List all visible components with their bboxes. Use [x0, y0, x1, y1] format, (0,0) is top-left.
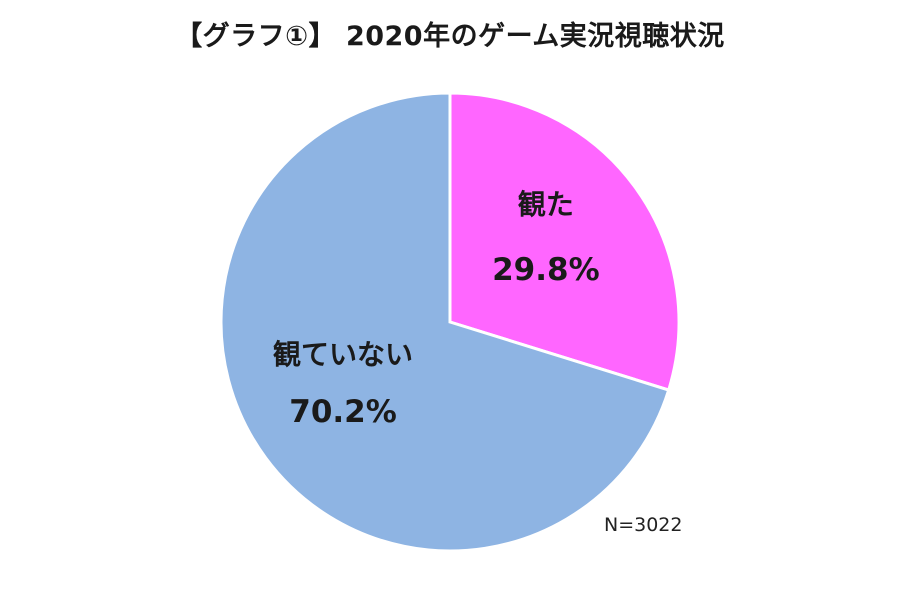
pie-slices [219, 91, 681, 553]
pie-slice-watched [448, 91, 681, 392]
slice-label-watched: 観た [518, 188, 574, 221]
chart-title: 【グラフ①】 2020年のゲーム実況視聴状況 [175, 21, 725, 52]
pie-slice-not-watched [219, 91, 671, 553]
sample-size-note: N=3022 [604, 514, 683, 536]
slice-value-watched: 29.8% [492, 252, 600, 288]
slice-label-not-watched: 観ていない [273, 338, 413, 371]
slice-value-not-watched: 70.2% [289, 394, 397, 430]
pie-labels: 観た 29.8% 観ていない 70.2% [273, 188, 600, 430]
